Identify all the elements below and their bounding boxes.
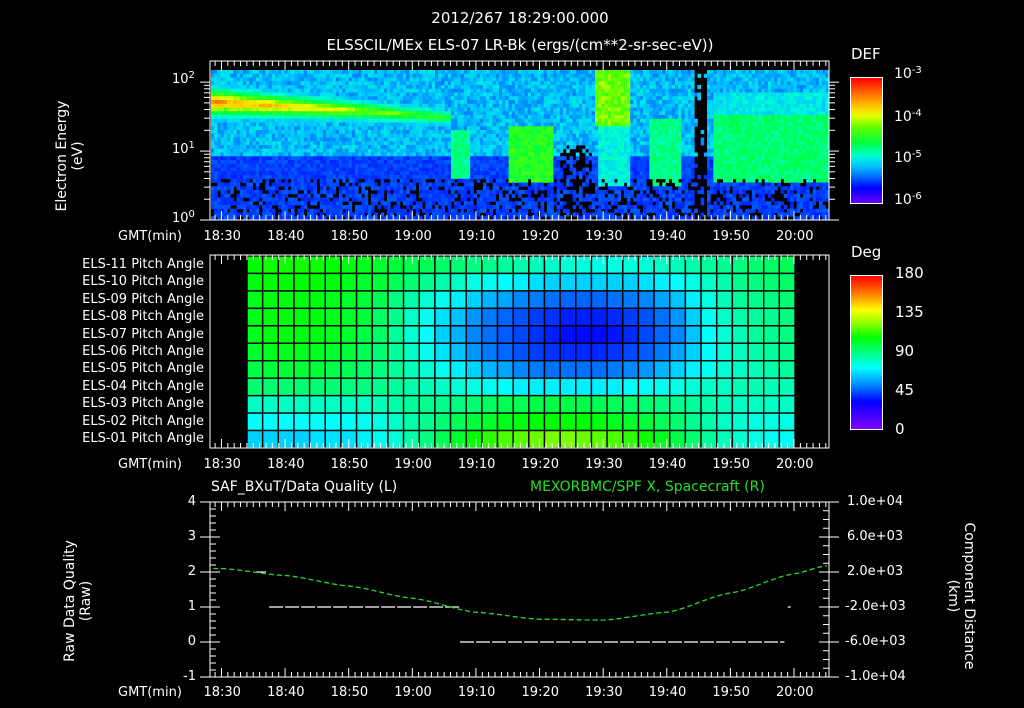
- xtick-label: 19:20: [521, 229, 559, 244]
- colorbar1: [850, 77, 883, 204]
- pitch-angle-row-label: ELS-09 Pitch Angle: [82, 291, 204, 307]
- pitch-angle-row-label: ELS-07 Pitch Angle: [82, 326, 204, 342]
- panel3-xlabel: GMT(min): [118, 685, 182, 700]
- colorbar2-label-0: 0: [895, 420, 905, 438]
- pitch-angle-row-label: ELS-05 Pitch Angle: [82, 361, 204, 377]
- xtick-label: 19:50: [712, 457, 750, 472]
- colorbar2-label-45: 45: [895, 381, 915, 399]
- xtick-label: 19:20: [521, 457, 559, 472]
- colorbar1-title: DEF: [851, 45, 881, 63]
- panel3-right-ytick: -6.0e+03: [845, 634, 906, 649]
- pitch-angle-row-label: ELS-06 Pitch Angle: [82, 344, 204, 359]
- xtick-label: 18:40: [267, 457, 305, 472]
- panel1-ytick-100: 102: [172, 70, 195, 87]
- panel1-ytick-10: 101: [172, 140, 195, 157]
- colorbar2-label-180: 180: [895, 264, 924, 282]
- xtick-label: 20:00: [776, 457, 814, 472]
- pitch-angle-row-label: ELS-04 Pitch Angle: [82, 378, 204, 394]
- colorbar2-label-90: 90: [895, 342, 915, 360]
- panel3-right-title: MEXORBMC/SPF X, Spacecraft (R): [530, 479, 765, 495]
- pitch-angle-row-label: ELS-11 Pitch Angle: [82, 256, 204, 272]
- xtick-label: 19:30: [585, 457, 623, 472]
- xtick-label: 20:00: [776, 229, 814, 244]
- xtick-label: 19:00: [394, 457, 432, 472]
- pitch-angle-row-label: ELS-02 Pitch Angle: [82, 413, 204, 429]
- xtick-label: 19:40: [648, 457, 687, 472]
- panel3-right-ytick: 1.0e+04: [847, 494, 904, 509]
- colorbar2: [850, 275, 883, 430]
- xtick-label: 18:50: [330, 229, 369, 244]
- xtick-label: 18:30: [203, 685, 241, 700]
- xtick-label: 20:00: [776, 685, 814, 700]
- xtick-label: 19:30: [585, 229, 623, 244]
- xtick-label: 18:40: [267, 229, 305, 244]
- colorbar1-label-1e-4: 10-4: [894, 108, 922, 125]
- xtick-label: 19:40: [648, 685, 687, 700]
- panel2-xlabel: GMT(min): [118, 457, 182, 472]
- plot-timestamp: 2012/267 18:29:00.000: [431, 9, 609, 27]
- pitch-angle-row-label: ELS-10 Pitch Angle: [82, 274, 204, 290]
- xtick-label: 18:40: [267, 685, 305, 700]
- panel1-ytick-1: 100: [172, 209, 195, 226]
- panel3-left-ytick: 3: [187, 529, 196, 544]
- panel1-title: ELSSCIL/MEx ELS-07 LR-Bk (ergs/(cm**2-sr…: [326, 36, 714, 54]
- colorbar1-label-1e-6: 10-6: [894, 191, 922, 208]
- pitch-angle-row-label: ELS-03 Pitch Angle: [82, 396, 204, 412]
- panel3-right-ytick: -1.0e+04: [845, 669, 906, 684]
- xtick-label: 18:50: [330, 457, 369, 472]
- pitch-angle-row-label: ELS-08 Pitch Angle: [82, 309, 204, 325]
- panel3-right-ytick: 6.0e+03: [847, 529, 904, 544]
- panel3-left-ytick: -1: [183, 669, 196, 684]
- xtick-label: 19:40: [648, 229, 687, 244]
- xtick-label: 19:10: [457, 685, 496, 700]
- xtick-label: 18:30: [203, 229, 241, 244]
- xtick-label: 19:50: [712, 229, 750, 244]
- xtick-label: 19:00: [394, 685, 432, 700]
- panel3-right-ytick: 2.0e+03: [847, 564, 904, 579]
- colorbar1-label-1e-5: 10-5: [894, 149, 922, 166]
- pitch-angle-row-label: ELS-01 Pitch Angle: [82, 431, 204, 447]
- colorbar2-label-135: 135: [895, 303, 924, 321]
- xtick-label: 18:30: [203, 457, 241, 472]
- xtick-label: 19:00: [394, 229, 432, 244]
- panel3-right-ytick: -2.0e+03: [845, 599, 906, 614]
- colorbar1-label-1e-3: 10-3: [894, 65, 922, 82]
- panel3-left-ytick: 4: [187, 494, 196, 509]
- xtick-label: 19:30: [585, 685, 623, 700]
- colorbar2-title: Deg: [851, 243, 882, 261]
- panel3-left-ytick: 2: [187, 564, 196, 579]
- xtick-label: 19:10: [457, 457, 496, 472]
- xtick-label: 19:20: [521, 685, 559, 700]
- panel3-left-ytick: 0: [187, 634, 196, 649]
- xtick-label: 18:50: [330, 685, 369, 700]
- panel1-xlabel: GMT(min): [118, 229, 182, 244]
- panel3-left-ytick: 1: [187, 599, 196, 614]
- xtick-label: 19:50: [712, 685, 750, 700]
- panel3-left-title: SAF_BXuT/Data Quality (L): [211, 479, 398, 495]
- xtick-label: 19:10: [457, 229, 496, 244]
